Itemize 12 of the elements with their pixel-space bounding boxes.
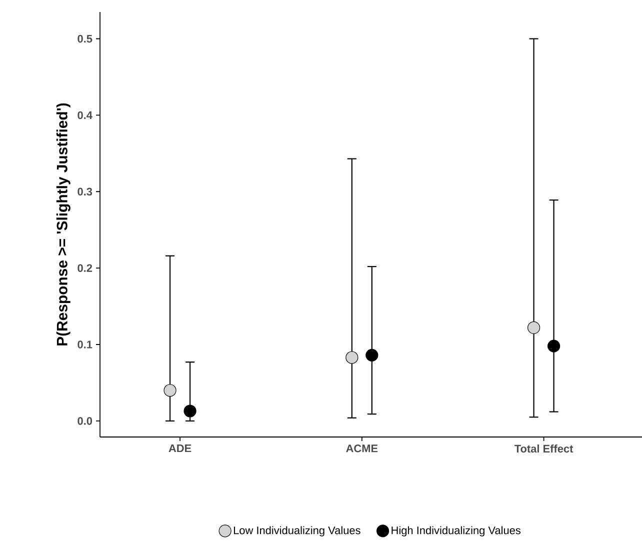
legend-label: Low Individualizing Values xyxy=(234,526,360,536)
x-tick-label: Total Effect xyxy=(514,444,574,453)
y-tick-label: 0.3 xyxy=(78,188,92,196)
x-tick-label: ACME xyxy=(346,444,378,452)
y-axis-title: P(Response >= 'Slightly Justified') xyxy=(56,103,70,346)
legend-label: High Individualizing Values xyxy=(392,526,521,536)
y-tick-label: 0.4 xyxy=(78,111,92,120)
y-tick-label: 0.5 xyxy=(78,34,92,43)
x-tick-label: ADE xyxy=(168,444,192,452)
y-tick-label: 0.1 xyxy=(78,340,92,348)
y-tick-label: 0.0 xyxy=(78,417,92,425)
y-tick-label: 0.2 xyxy=(78,264,92,272)
